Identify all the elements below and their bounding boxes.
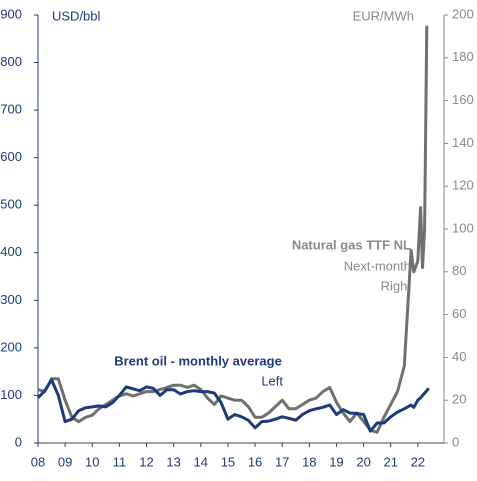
x-tick-label: 15 (221, 454, 235, 469)
series-line (36, 378, 430, 433)
y2-tick-label: 60 (452, 306, 466, 321)
y2-tick-label: 160 (452, 92, 474, 107)
x-tick-label: 17 (275, 454, 289, 469)
x-tick-label: 14 (194, 454, 208, 469)
x-tick-label: 18 (302, 454, 316, 469)
y-tick-label: 400 (0, 244, 22, 259)
series-note: Left (261, 373, 283, 388)
y-tick-label: 200 (0, 339, 22, 354)
y-tick-label: 500 (0, 197, 22, 212)
y2-tick-label: 20 (452, 392, 466, 407)
x-tick-label: 11 (113, 454, 127, 469)
y-tick-label: 800 (0, 54, 22, 69)
y2-tick-label: 200 (452, 6, 474, 21)
series-line (37, 25, 429, 434)
y2-tick-label: 40 (452, 349, 466, 364)
y2-tick-label: 180 (452, 49, 474, 64)
y-tick-label: 900 (0, 6, 22, 21)
x-tick-label: 13 (166, 454, 180, 469)
series-note: Next-month (344, 258, 411, 273)
y-tick-label: 100 (0, 387, 22, 402)
y2-unit: EUR/MWh (353, 8, 414, 23)
y-tick-label: 0 (15, 434, 22, 449)
y2-tick-label: 0 (452, 434, 459, 449)
x-tick-label: 20 (356, 454, 370, 469)
y2-tick-label: 80 (452, 263, 466, 278)
x-tick-label: 21 (383, 454, 397, 469)
y-unit: USD/bbl (52, 8, 101, 23)
y-tick-label: 600 (0, 149, 22, 164)
x-tick-label: 22 (411, 454, 425, 469)
y-tick-label: 700 (0, 102, 22, 117)
y2-tick-label: 140 (452, 135, 474, 150)
series-label: Natural gas TTF NL (292, 237, 411, 252)
x-tick-label: 12 (139, 454, 153, 469)
x-tick-label: 08 (31, 454, 45, 469)
series-note: Right (381, 278, 412, 293)
x-tick-label: 16 (248, 454, 262, 469)
x-tick-label: 10 (85, 454, 99, 469)
y2-tick-label: 120 (452, 178, 474, 193)
y2-tick-label: 100 (452, 220, 474, 235)
x-tick-label: 19 (329, 454, 343, 469)
x-tick-label: 09 (58, 454, 72, 469)
series-label: Brent oil - monthly average (114, 353, 282, 368)
y-tick-label: 300 (0, 292, 22, 307)
